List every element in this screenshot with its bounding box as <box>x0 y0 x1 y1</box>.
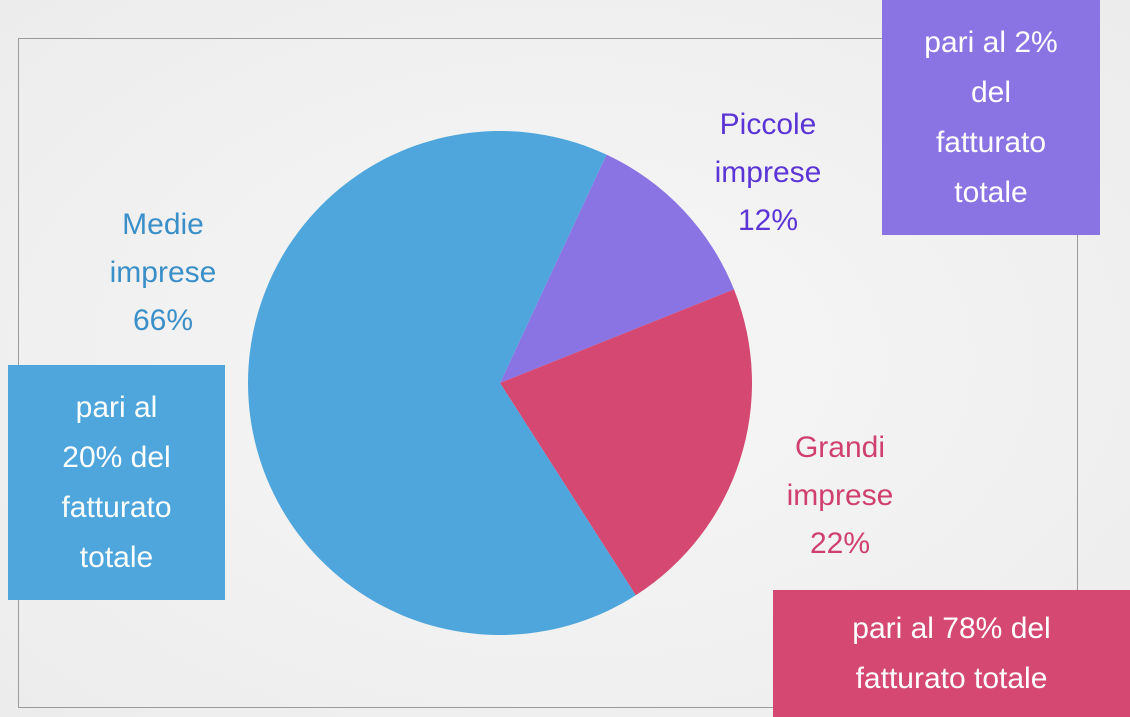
slice-category: Piccole imprese <box>714 108 822 189</box>
slice-value: 22% <box>809 527 871 560</box>
pie-slice <box>500 154 734 383</box>
pie-slice <box>500 289 753 596</box>
slice-category: Medie imprese <box>109 208 217 289</box>
annotation-box: pari al 2% del fatturato totale <box>882 0 1100 235</box>
slice-label: Grandi imprese 22% <box>740 424 940 568</box>
slice-value: 66% <box>132 304 194 337</box>
annotation-box: pari al 20% del fatturato totale <box>8 365 225 600</box>
slice-value: 12% <box>737 204 799 237</box>
slice-label: Medie imprese 66% <box>63 201 263 345</box>
slice-category: Grandi imprese <box>786 431 894 512</box>
annotation-text: pari al 20% del fatturato totale <box>61 390 172 574</box>
annotation-text: pari al 78% del fatturato totale <box>852 611 1051 695</box>
annotation-text: pari al 2% del fatturato totale <box>924 25 1058 209</box>
slice-label: Piccole imprese 12% <box>668 101 868 245</box>
annotation-box: pari al 78% del fatturato totale <box>773 590 1130 717</box>
pie-slice <box>248 131 636 635</box>
